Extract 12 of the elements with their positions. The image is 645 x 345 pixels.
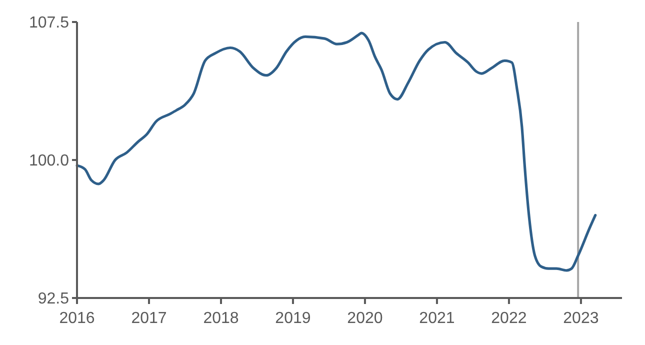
line-series	[76, 32, 597, 272]
y-tick-label: 92.5	[38, 290, 70, 308]
x-tick-label: 2019	[275, 310, 311, 327]
y-tick-label: 107.5	[28, 14, 70, 32]
x-tick-label: 2023	[563, 310, 599, 327]
y-tick-label: 100.0	[28, 152, 70, 170]
x-tick-label: 2016	[59, 310, 95, 327]
x-tick-label: 2018	[203, 310, 239, 327]
x-tick-label: 2020	[347, 310, 383, 327]
x-tick-label: 2021	[419, 310, 455, 327]
x-tick-label: 2022	[491, 310, 527, 327]
x-tick-label: 2017	[131, 310, 167, 327]
